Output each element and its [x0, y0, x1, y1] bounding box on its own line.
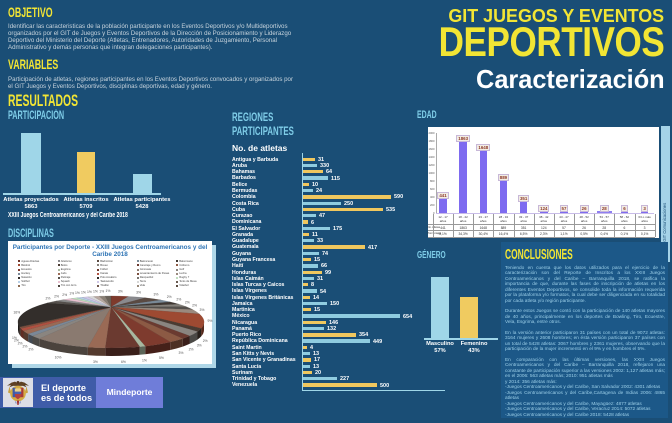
svg-text:1%: 1% [93, 290, 98, 294]
svg-text:2%: 2% [185, 300, 190, 304]
svg-text:1%: 1% [12, 336, 17, 340]
svg-text:1%: 1% [75, 291, 80, 295]
svg-text:2%: 2% [54, 294, 59, 298]
svg-text:2%: 2% [167, 295, 172, 299]
svg-text:2%: 2% [23, 345, 28, 349]
svg-text:2%: 2% [192, 304, 197, 308]
svg-text:1%: 1% [87, 290, 92, 294]
svg-text:3%: 3% [199, 308, 204, 312]
svg-text:2%: 2% [176, 298, 181, 302]
svg-text:16%: 16% [13, 311, 20, 315]
svg-text:2%: 2% [203, 339, 208, 343]
svg-text:6%: 6% [121, 360, 126, 364]
svg-text:2%: 2% [62, 293, 67, 297]
svg-text:10%: 10% [55, 355, 62, 359]
svg-text:5%: 5% [159, 356, 164, 360]
svg-text:2%: 2% [18, 342, 23, 346]
svg-text:1%: 1% [105, 289, 110, 293]
svg-text:1%: 1% [99, 289, 104, 293]
svg-text:2%: 2% [45, 296, 50, 300]
svg-text:1%: 1% [81, 290, 86, 294]
svg-text:2%: 2% [28, 347, 33, 351]
svg-text:3%: 3% [93, 360, 98, 364]
svg-text:2%: 2% [189, 347, 194, 351]
svg-text:9%: 9% [208, 319, 213, 323]
svg-text:1%: 1% [142, 358, 147, 362]
svg-text:3%: 3% [136, 290, 141, 294]
svg-text:2%: 2% [14, 338, 19, 342]
svg-text:3%: 3% [197, 343, 202, 347]
svg-text:3%: 3% [118, 289, 123, 293]
svg-text:1%: 1% [69, 292, 74, 296]
svg-text:3%: 3% [179, 351, 184, 355]
svg-text:3%: 3% [153, 293, 158, 297]
